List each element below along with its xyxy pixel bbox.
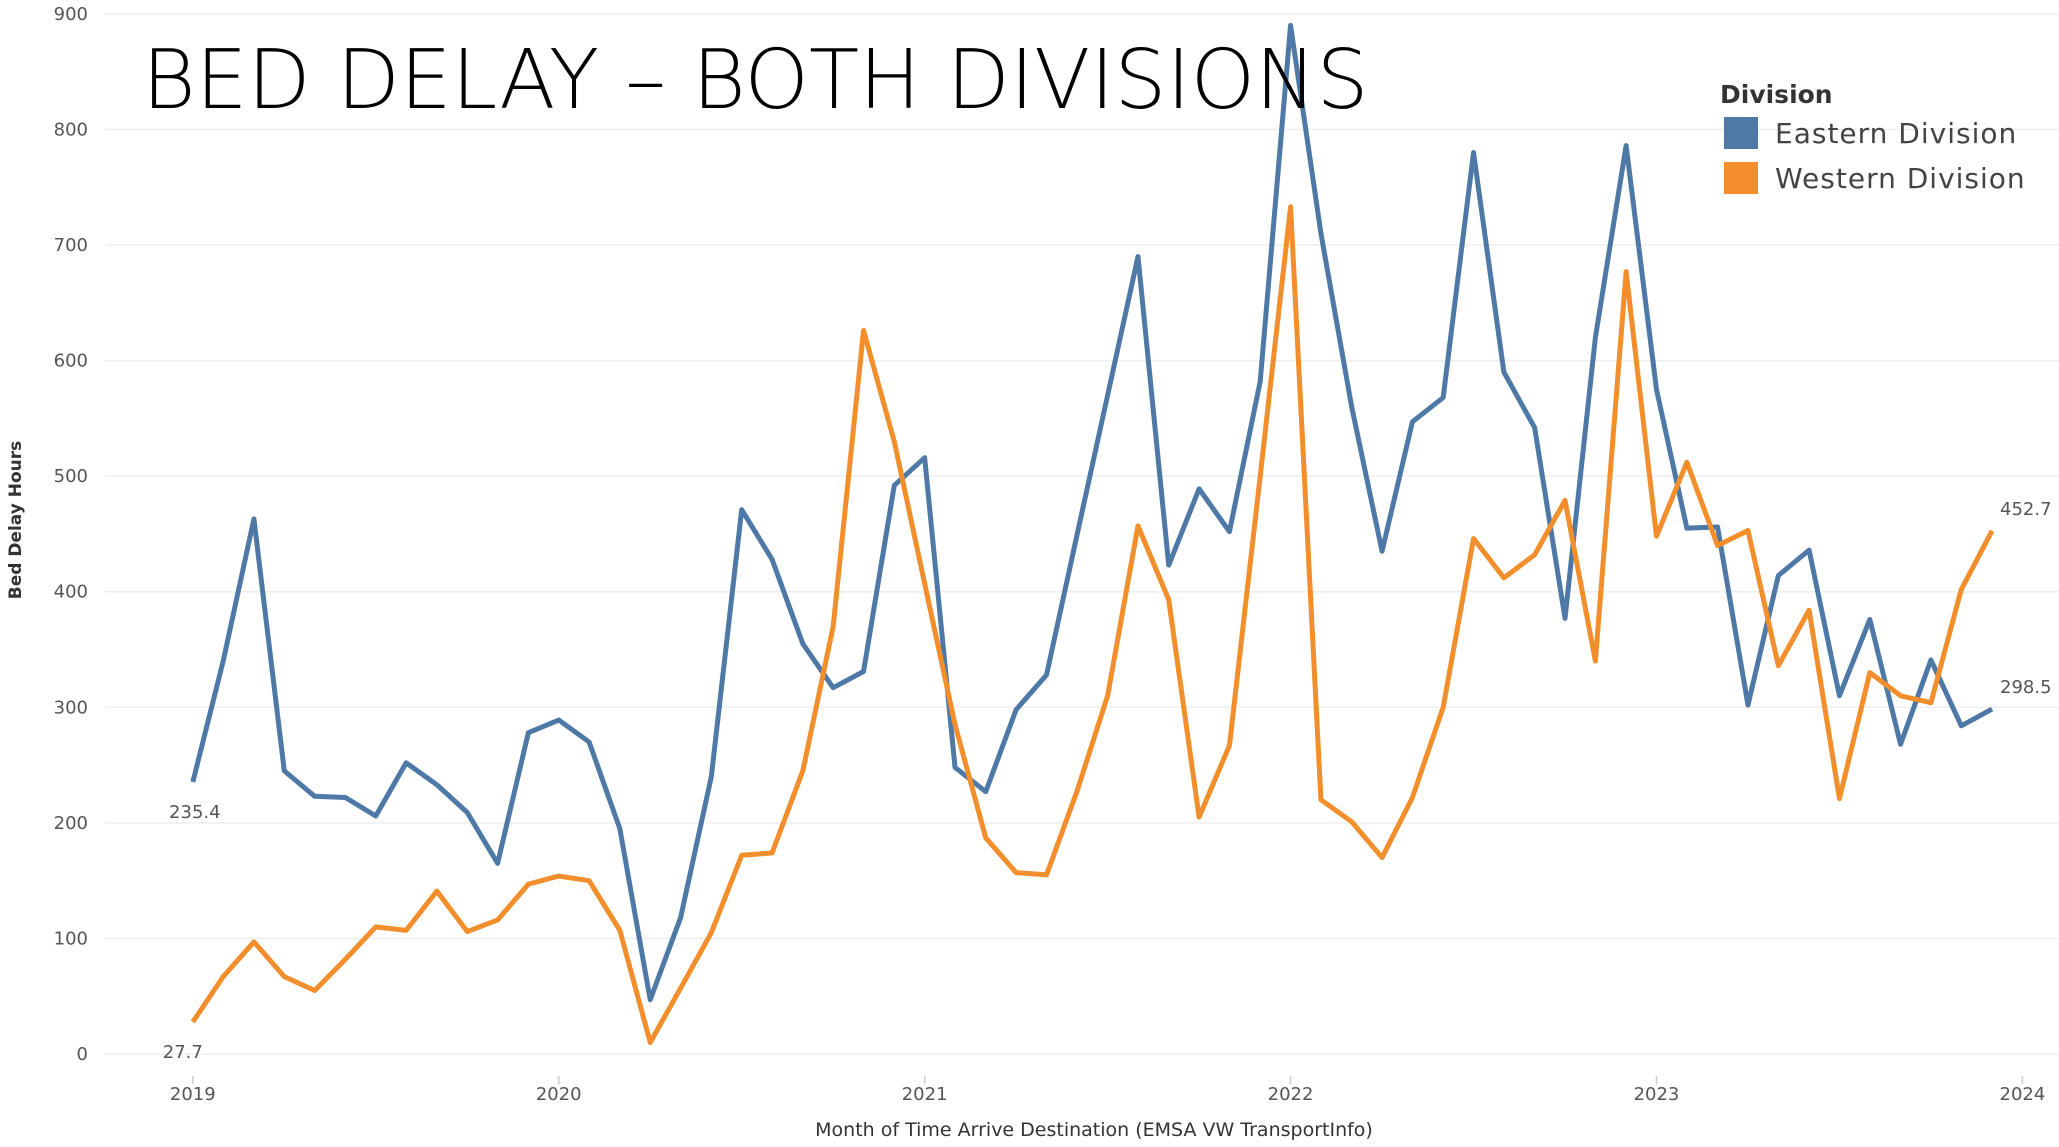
- x-tick-label: 2020: [536, 1084, 582, 1105]
- series-line: [190, 22, 1994, 1003]
- y-tick-label: 700: [54, 235, 88, 256]
- legend: Division Eastern Division Western Division: [1720, 80, 2026, 195]
- y-tick-label: 200: [54, 813, 88, 834]
- legend-swatch: [1724, 162, 1758, 194]
- y-tick-label: 800: [54, 119, 88, 140]
- y-tick-label: 400: [54, 582, 88, 603]
- value-label: 452.7: [2000, 499, 2052, 520]
- plot: 235.4 298.5 27.7 452.7: [163, 22, 2052, 1063]
- value-label: 27.7: [163, 1042, 203, 1063]
- x-axis-label: Month of Time Arrive Destination (EMSA V…: [815, 1119, 1373, 1141]
- legend-swatch: [1724, 117, 1758, 149]
- chart-title: BED DELAY – BOTH DIVISIONS: [142, 33, 1369, 128]
- x-tick-label: 2022: [1268, 1084, 1314, 1105]
- x-tick-label: 2021: [902, 1084, 948, 1105]
- x-tick-label: 2023: [1634, 1084, 1680, 1105]
- grid: 0 100 200 300 400 500 600 700 800 900 2019 2020 2021…: [54, 4, 2059, 1105]
- series-line: [190, 204, 1995, 1045]
- y-tick-label: 500: [54, 466, 88, 487]
- value-label: 298.5: [2000, 677, 2052, 698]
- y-axis-label: Bed Delay Hours: [6, 441, 26, 600]
- y-tick-label: 0: [77, 1044, 88, 1065]
- y-tick-label: 900: [54, 4, 88, 25]
- y-tick-label: 600: [54, 351, 88, 372]
- legend-label: Western Division: [1775, 162, 2026, 195]
- legend-label: Eastern Division: [1775, 117, 2017, 150]
- y-tick-label: 300: [54, 697, 88, 718]
- x-tick-label: 2024: [2000, 1084, 2046, 1105]
- legend-title: Division: [1720, 80, 1833, 109]
- x-tick-label: 2019: [170, 1084, 216, 1105]
- value-label: 235.4: [169, 802, 221, 823]
- y-tick-label: 100: [54, 928, 88, 949]
